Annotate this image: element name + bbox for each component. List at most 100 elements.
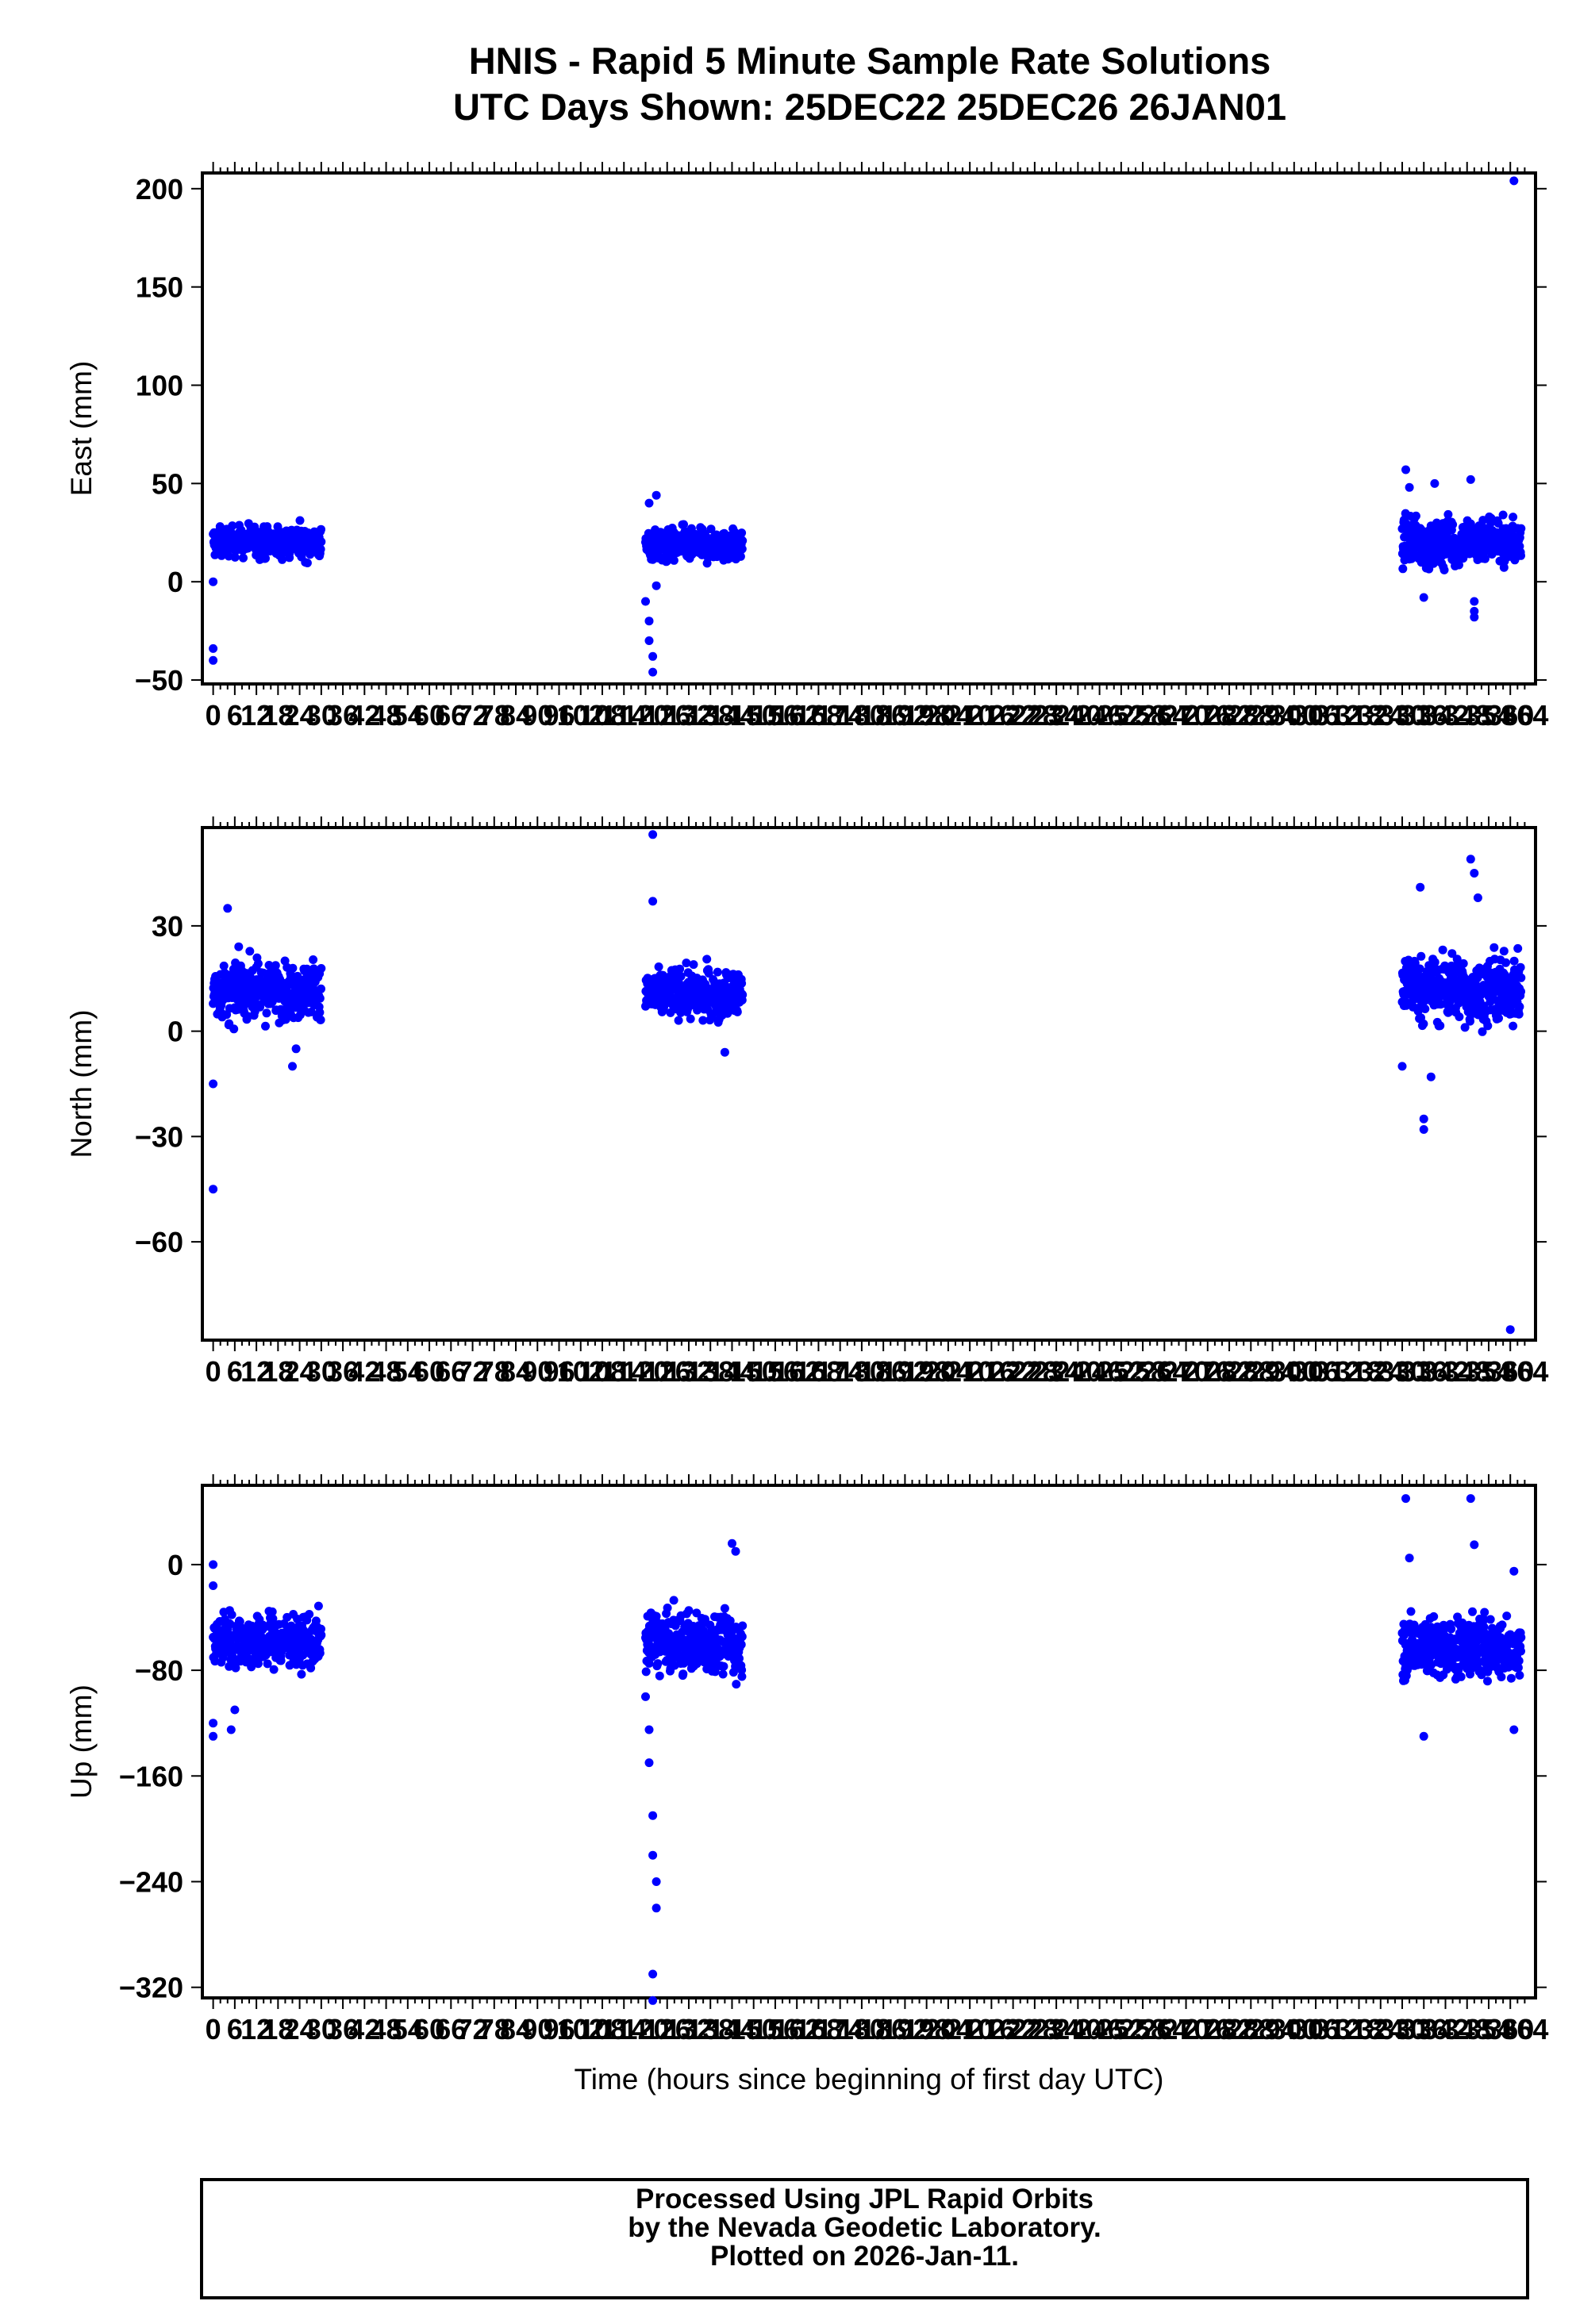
- x-tick-label: 300: [1270, 1355, 1318, 1388]
- data-point: [644, 1758, 654, 1768]
- plots-canvas: 0 612182430364248546066727884909610210811…: [65, 162, 1548, 2095]
- x-tick-label: 18: [262, 1355, 294, 1388]
- x-tick-label: 294: [1249, 1355, 1297, 1388]
- x-tick-label: 96: [543, 699, 575, 732]
- x-tick-label: 150: [730, 1355, 778, 1388]
- x-tick-label: 174: [817, 1355, 864, 1388]
- data-point: [702, 955, 712, 964]
- x-tick-label: 240: [1054, 1355, 1101, 1388]
- data-point: [686, 1014, 695, 1024]
- x-tick-label: 120: [621, 1355, 669, 1388]
- x-tick-label: 132: [665, 699, 713, 732]
- data-point: [1466, 855, 1475, 864]
- x-tick-label: 258: [1119, 1355, 1167, 1388]
- x-tick-label: 306: [1292, 699, 1340, 732]
- x-tick-label: 162: [773, 2013, 821, 2046]
- data-point: [648, 1996, 658, 2005]
- x-tick-label: 354: [1465, 699, 1513, 732]
- data-point: [1499, 947, 1509, 956]
- y-tick-label: −30: [135, 1120, 183, 1153]
- x-tick-label: 300: [1270, 699, 1318, 732]
- data-point: [719, 1661, 728, 1671]
- data-point: [316, 544, 325, 554]
- data-point: [1401, 1494, 1410, 1504]
- data-point: [1473, 893, 1482, 902]
- x-tick-label: 126: [644, 699, 691, 732]
- x-tick-label: 216: [967, 1355, 1015, 1388]
- x-tick-label: 336: [1400, 699, 1447, 732]
- x-tick-label: 114: [601, 1355, 647, 1388]
- x-tick-label: 108: [579, 699, 626, 732]
- x-tick-label: 246: [1076, 1355, 1124, 1388]
- y-tick-label: −50: [135, 664, 183, 697]
- x-tick-label: 156: [751, 2013, 799, 2046]
- x-tick-label: 348: [1443, 1355, 1491, 1388]
- x-tick-label: 204: [924, 699, 972, 732]
- x-tick-label: 192: [881, 1355, 928, 1388]
- data-point: [1483, 1021, 1493, 1031]
- data-point: [317, 537, 326, 547]
- data-point: [1505, 1325, 1515, 1335]
- x-tick-label: 6: [227, 1355, 243, 1388]
- up-frame: [201, 1484, 1537, 1999]
- x-tick-label: 312: [1313, 1355, 1361, 1388]
- y-tick-label: 0: [167, 566, 183, 598]
- x-tick-label: 84: [500, 1355, 532, 1388]
- x-tick-label: 186: [859, 1355, 907, 1388]
- x-tick-label: 48: [371, 1355, 402, 1388]
- data-point: [682, 958, 691, 968]
- data-point: [1448, 520, 1458, 529]
- x-tick-label: 364: [1501, 699, 1548, 732]
- x-tick-label: 168: [794, 2013, 842, 2046]
- x-tick-label: 336: [1400, 1355, 1447, 1388]
- x-tick-label: 126: [644, 1355, 691, 1388]
- x-tick-label: 348: [1443, 699, 1491, 732]
- data-point: [1459, 958, 1468, 968]
- data-point: [317, 964, 326, 973]
- x-tick-label: 72: [457, 2013, 489, 2046]
- data-point: [306, 1007, 316, 1016]
- data-point: [737, 1672, 747, 1681]
- data-point: [735, 1654, 744, 1663]
- x-tick-label: 48: [371, 699, 402, 732]
- x-tick-label: 270: [1163, 2013, 1210, 2046]
- data-point: [288, 963, 298, 973]
- east-panel: 0 612182430364248546066727884909610210811…: [65, 162, 1548, 732]
- x-tick-label: 258: [1119, 699, 1167, 732]
- data-point: [1420, 1005, 1430, 1013]
- x-tick-label: 84: [500, 699, 532, 732]
- x-tick-label: 150: [730, 2013, 778, 2046]
- data-point: [713, 967, 722, 977]
- data-point: [1509, 176, 1519, 186]
- data-point: [269, 1665, 279, 1674]
- data-point: [1430, 958, 1440, 967]
- data-point: [641, 1692, 650, 1701]
- data-point: [1397, 1062, 1407, 1071]
- x-tick-label: 0: [206, 2013, 221, 2046]
- data-point: [1419, 593, 1428, 602]
- data-point: [209, 1560, 218, 1569]
- data-point: [648, 1811, 658, 1820]
- footer-line-3: Plotted on 2026-Jan-11.: [709, 2241, 1020, 2272]
- y-tick-label: 200: [136, 173, 183, 206]
- data-point: [253, 959, 263, 968]
- x-tick-label: 240: [1054, 2013, 1101, 2046]
- data-point: [262, 1008, 271, 1018]
- x-tick-label: 348: [1443, 2013, 1491, 2046]
- y-tick-label: 100: [136, 370, 183, 402]
- data-point: [209, 643, 218, 653]
- data-point: [698, 1016, 708, 1025]
- x-tick-label: 186: [859, 2013, 907, 2046]
- data-point: [675, 964, 685, 974]
- east-frame: [201, 171, 1537, 686]
- data-point: [669, 1596, 678, 1605]
- chart-title: HNIS - Rapid 5 Minute Sample Rate Soluti…: [0, 38, 1576, 130]
- data-point: [1440, 961, 1450, 970]
- data-point: [1466, 474, 1475, 484]
- data-point: [1497, 1673, 1506, 1681]
- data-point: [1502, 1611, 1512, 1621]
- x-tick-label: 300: [1270, 2013, 1318, 2046]
- data-point: [288, 1062, 297, 1071]
- x-tick-label: 108: [579, 2013, 626, 2046]
- y-tick-label: −80: [135, 1654, 183, 1687]
